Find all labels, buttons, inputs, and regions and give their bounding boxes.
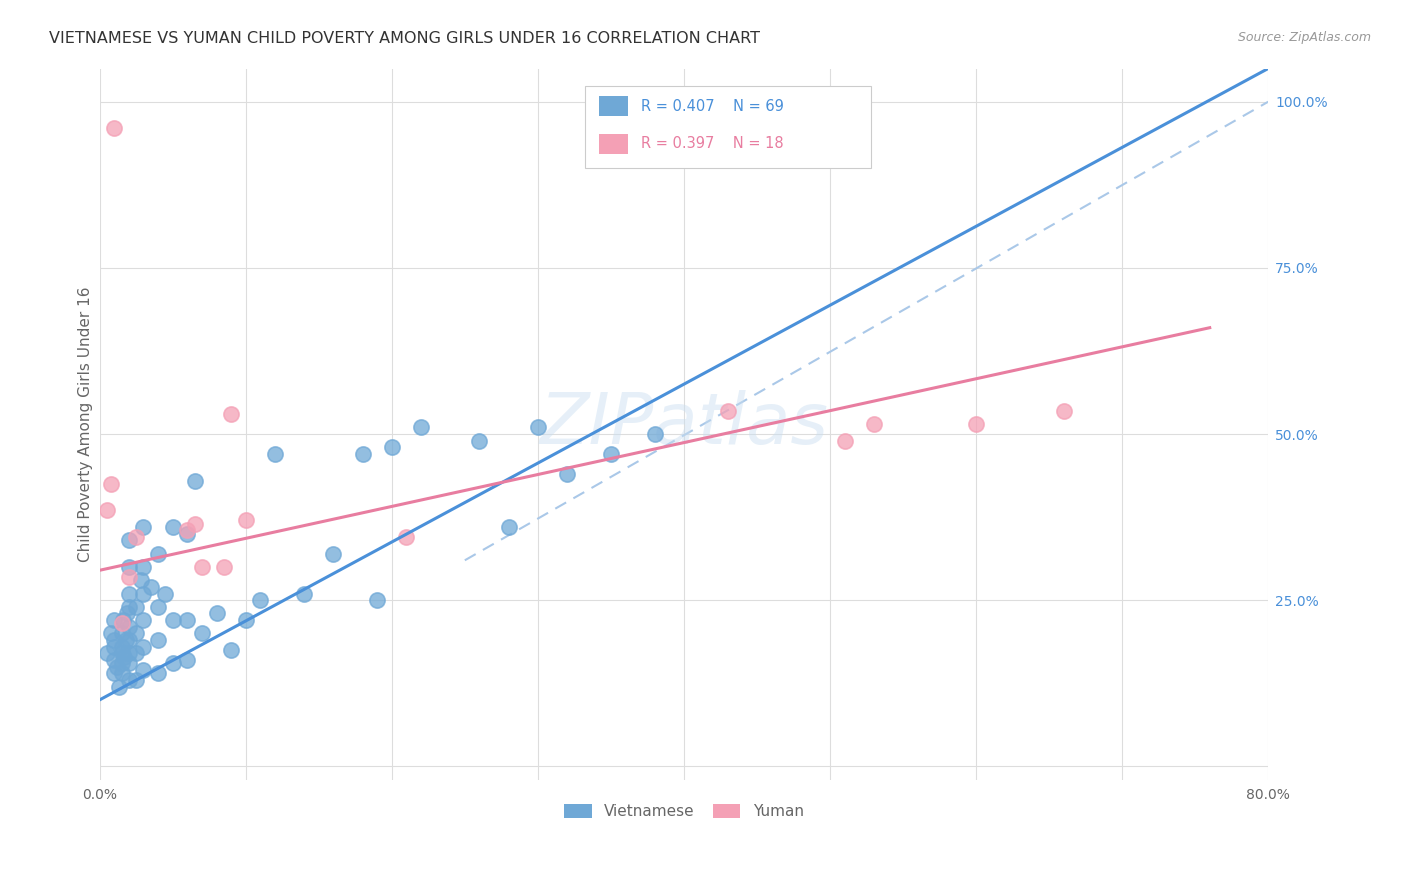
Point: [176, 524, 198, 538]
Text: R = 0.407    N = 69: R = 0.407 N = 69: [641, 99, 783, 113]
Point: [103, 633, 125, 648]
Point: [235, 513, 257, 527]
Point: [110, 657, 132, 671]
Text: R = 0.397    N = 18: R = 0.397 N = 18: [641, 136, 783, 152]
Point: [146, 666, 169, 681]
FancyBboxPatch shape: [585, 87, 870, 168]
Point: [118, 570, 141, 584]
Point: [132, 663, 155, 677]
Point: [249, 593, 271, 607]
Point: [717, 404, 740, 418]
Point: [125, 673, 148, 687]
Point: [100, 476, 122, 491]
Point: [132, 586, 155, 600]
Point: [1053, 404, 1076, 418]
Point: [381, 440, 404, 454]
Point: [107, 680, 129, 694]
Point: [352, 447, 374, 461]
Point: [498, 520, 520, 534]
Point: [118, 673, 141, 687]
Text: VIETNAMESE VS YUMAN CHILD POVERTY AMONG GIRLS UNDER 16 CORRELATION CHART: VIETNAMESE VS YUMAN CHILD POVERTY AMONG …: [49, 31, 761, 46]
Point: [468, 434, 491, 448]
Point: [366, 593, 388, 607]
Point: [183, 474, 205, 488]
Point: [96, 503, 118, 517]
Point: [100, 626, 122, 640]
Point: [118, 646, 141, 660]
Point: [965, 417, 987, 431]
Point: [132, 640, 155, 654]
Point: [112, 613, 135, 627]
Y-axis label: Child Poverty Among Girls Under 16: Child Poverty Among Girls Under 16: [79, 286, 93, 562]
Point: [115, 633, 138, 648]
Point: [176, 613, 198, 627]
Point: [118, 657, 141, 671]
Point: [176, 526, 198, 541]
Point: [644, 427, 666, 442]
Point: [125, 626, 148, 640]
Point: [212, 560, 235, 574]
Point: [292, 586, 315, 600]
Point: [555, 467, 578, 481]
Point: [103, 653, 125, 667]
Point: [162, 657, 184, 671]
Point: [322, 547, 344, 561]
Point: [219, 407, 242, 421]
Point: [125, 530, 148, 544]
Point: [103, 640, 125, 654]
Point: [103, 666, 125, 681]
Point: [162, 520, 184, 534]
Point: [132, 520, 155, 534]
Point: [183, 516, 205, 531]
Point: [155, 586, 177, 600]
Point: [834, 434, 856, 448]
Point: [110, 626, 132, 640]
Point: [110, 616, 132, 631]
Point: [132, 560, 155, 574]
Point: [105, 659, 128, 673]
Point: [176, 653, 198, 667]
Bar: [599, 134, 628, 153]
Point: [110, 666, 132, 681]
Point: [103, 121, 125, 136]
Point: [125, 599, 148, 614]
Point: [114, 649, 136, 664]
Point: [191, 626, 214, 640]
Point: [118, 533, 141, 548]
Point: [862, 417, 884, 431]
Point: [110, 646, 132, 660]
Text: Source: ZipAtlas.com: Source: ZipAtlas.com: [1237, 31, 1371, 45]
Point: [219, 643, 242, 657]
Point: [146, 547, 169, 561]
Text: ZIPatlas: ZIPatlas: [540, 390, 828, 458]
Point: [264, 447, 287, 461]
Point: [162, 613, 184, 627]
Point: [117, 607, 139, 621]
Point: [395, 530, 418, 544]
Point: [599, 447, 621, 461]
Point: [118, 560, 141, 574]
Legend: Vietnamese, Yuman: Vietnamese, Yuman: [558, 798, 810, 825]
Point: [118, 620, 141, 634]
Point: [527, 420, 550, 434]
Point: [409, 420, 432, 434]
Point: [110, 640, 132, 654]
Point: [103, 613, 125, 627]
Point: [129, 573, 152, 587]
Point: [139, 580, 162, 594]
Point: [96, 646, 118, 660]
Bar: [599, 96, 628, 116]
Point: [132, 613, 155, 627]
Point: [118, 599, 141, 614]
Point: [146, 633, 169, 648]
Point: [146, 599, 169, 614]
Point: [118, 633, 141, 648]
Point: [205, 607, 228, 621]
Point: [125, 646, 148, 660]
Point: [191, 560, 214, 574]
Point: [118, 586, 141, 600]
Point: [235, 613, 257, 627]
